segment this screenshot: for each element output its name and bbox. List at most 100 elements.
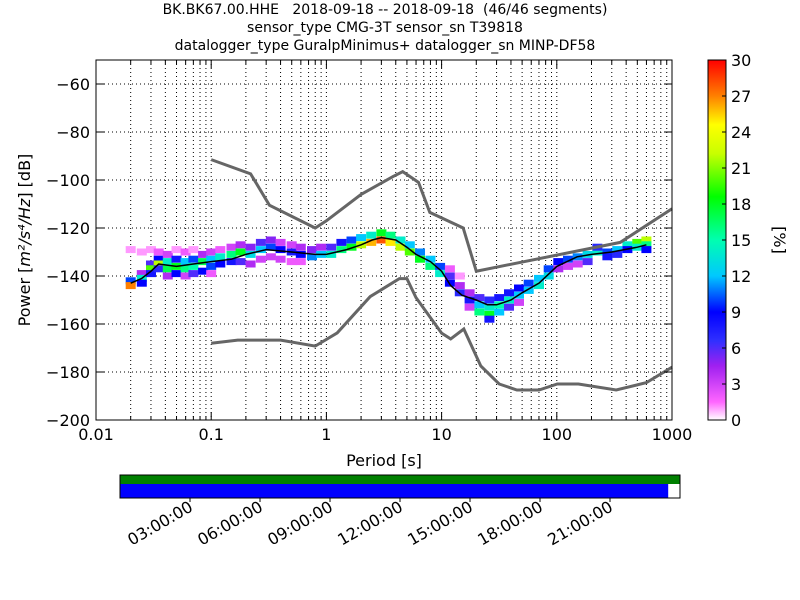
pdf-cell xyxy=(226,250,237,258)
pdf-cell xyxy=(180,272,191,280)
y-tick-label: −200 xyxy=(46,411,90,430)
time-tick-label: 15:00:00 xyxy=(404,497,476,549)
colorbar-tick-label: 0 xyxy=(731,411,741,430)
pdf-cell xyxy=(484,315,495,323)
pdf-cell xyxy=(206,262,217,270)
pdf-cell xyxy=(180,258,191,266)
pdf-cell xyxy=(153,248,164,256)
pdf-cell xyxy=(346,236,357,244)
pdf-cell xyxy=(582,258,593,266)
time-tick-label: 18:00:00 xyxy=(474,497,546,549)
noise-model-low xyxy=(211,277,673,392)
pdf-cell xyxy=(474,308,485,316)
pdf-cell xyxy=(255,246,266,254)
pdf-cell xyxy=(612,246,623,254)
plot-frame xyxy=(95,59,673,421)
pdf-cell xyxy=(136,270,147,278)
pdf-cell xyxy=(125,282,136,290)
x-tick-label: 10 xyxy=(431,425,451,444)
pdf-cell xyxy=(235,258,246,266)
colorbar-tick-label: 30 xyxy=(731,51,751,70)
pdf-cell xyxy=(454,282,465,290)
colorbar-tick-label: 12 xyxy=(731,267,751,286)
pdf-cell xyxy=(307,246,317,254)
colorbar-tick-label: 21 xyxy=(731,159,751,178)
pdf-cell xyxy=(171,270,182,278)
time-tick-label: 21:00:00 xyxy=(544,497,616,549)
colorbar-tick-label: 27 xyxy=(731,87,751,106)
pdf-cell xyxy=(188,246,199,254)
pdf-cell xyxy=(543,272,554,280)
mode-line xyxy=(130,236,647,306)
pdf-cell xyxy=(171,246,182,254)
pdf-cell xyxy=(153,265,164,273)
pdf-cell xyxy=(534,274,544,282)
y-tick-label: −140 xyxy=(46,267,90,286)
pdf-cell xyxy=(415,248,425,256)
pdf-cell xyxy=(553,258,564,266)
pdf-cell xyxy=(494,294,505,302)
colorbar-tick-label: 18 xyxy=(731,195,751,214)
pdf-cell xyxy=(226,258,237,266)
pdf-cell xyxy=(265,253,276,261)
pdf-cell xyxy=(215,260,226,268)
pdf-cell xyxy=(162,265,173,273)
x-tick-label: 1 xyxy=(321,425,331,444)
pdf-cell xyxy=(326,243,337,251)
y-tick-label: −160 xyxy=(46,315,90,334)
pdf-cell xyxy=(162,258,173,266)
pdf-cell xyxy=(275,255,286,263)
pdf-cell xyxy=(245,243,256,251)
pdf-cell xyxy=(464,296,475,304)
pdf-cell xyxy=(376,236,387,244)
x-axis-label: Period [s] xyxy=(346,451,422,470)
y-tick-label: −60 xyxy=(56,75,90,94)
pdf-cell xyxy=(366,238,377,246)
pdf-cell xyxy=(326,250,337,258)
pdf-cell xyxy=(534,282,544,290)
pdf-cell xyxy=(404,248,415,256)
pdf-cell xyxy=(245,250,256,258)
time-tick-label: 03:00:00 xyxy=(124,497,196,549)
pdf-cell xyxy=(235,248,246,256)
time-axis-ticks: 03:00:0006:00:0009:00:0012:00:0015:00:00… xyxy=(124,497,616,549)
pdf-cell xyxy=(563,262,573,270)
pdf-cell xyxy=(494,308,505,316)
pdf-cell xyxy=(366,231,377,239)
pdf-cell xyxy=(504,303,514,311)
pdf-cell xyxy=(180,265,191,273)
pdf-cell xyxy=(514,284,524,292)
pdf-cell xyxy=(602,253,613,261)
pdf-cell xyxy=(632,238,643,246)
pdf-cell xyxy=(474,301,485,309)
pdf-cell xyxy=(346,243,357,251)
pdf-cell xyxy=(543,265,554,273)
pdf-cell xyxy=(474,294,485,302)
pdf-cell xyxy=(435,262,446,270)
pdf-cell xyxy=(125,246,136,254)
pdf-cell xyxy=(523,279,534,287)
pdf-cell xyxy=(206,270,217,278)
pdf-cell xyxy=(136,248,147,256)
y-axis-label-suffix: ] [dB] xyxy=(15,154,34,199)
x-tick-label: 100 xyxy=(542,425,573,444)
pdf-cell xyxy=(622,241,633,249)
pdf-cell xyxy=(356,234,367,242)
noise-model-high xyxy=(210,158,673,273)
pdf-cell xyxy=(563,255,573,263)
pdf-cell xyxy=(146,265,156,273)
data-coverage-bar xyxy=(120,475,680,484)
pdf-cell xyxy=(146,246,156,254)
pdf-cell xyxy=(188,270,199,278)
pdf-cell xyxy=(523,286,534,294)
pdf-cell xyxy=(125,277,136,285)
pdf-cell xyxy=(180,248,191,256)
y-tick-label: −180 xyxy=(46,363,90,382)
pdf-cell xyxy=(286,258,297,266)
pdf-cell xyxy=(235,241,246,249)
pdf-cell xyxy=(162,272,173,280)
pdf-cell xyxy=(275,246,286,254)
x-axis-ticks: 0.01 0.1 1 10 100 1000 xyxy=(78,60,692,444)
